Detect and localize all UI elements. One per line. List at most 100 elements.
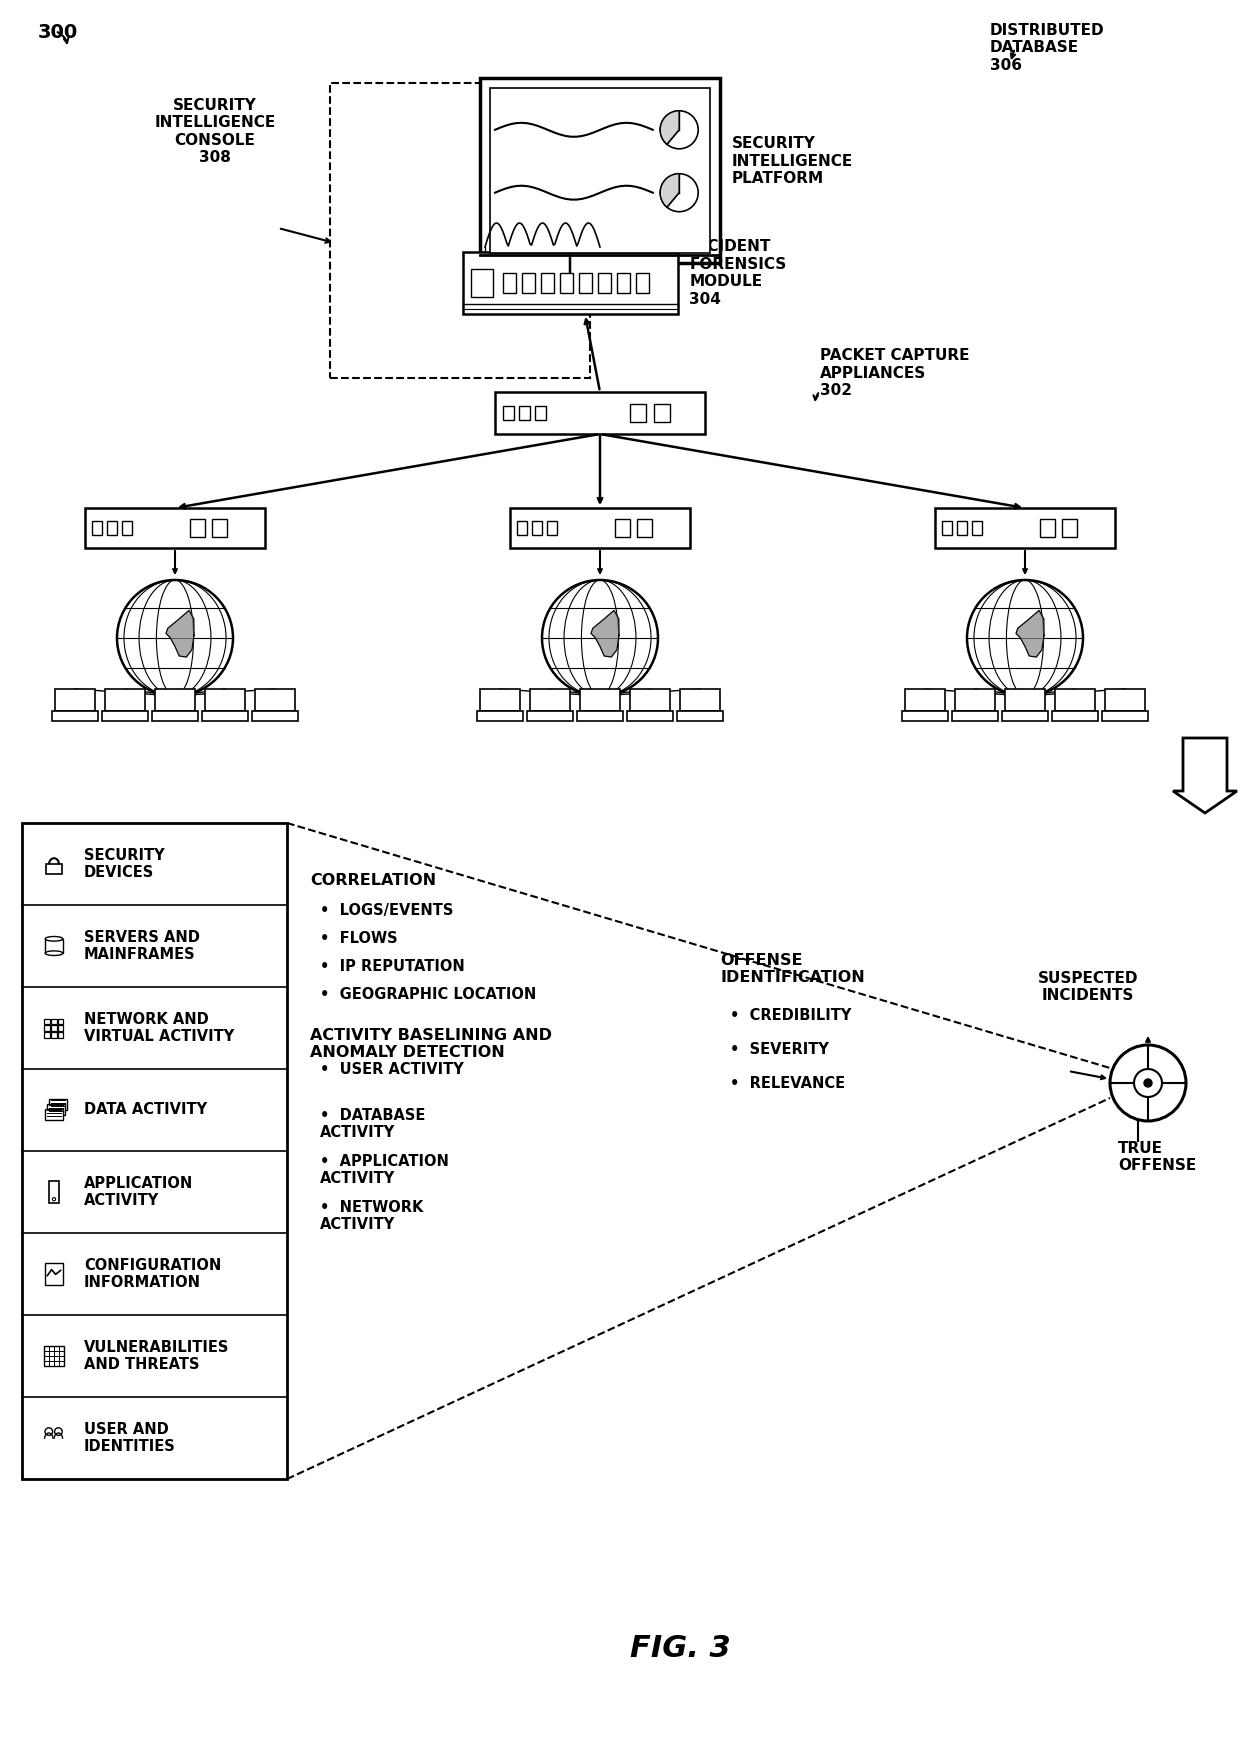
Bar <box>901 711 949 722</box>
Bar <box>677 711 723 722</box>
Text: FIG. 3: FIG. 3 <box>630 1633 730 1663</box>
Text: VULNERABILITIES
AND THREATS: VULNERABILITIES AND THREATS <box>84 1340 229 1372</box>
Bar <box>107 521 117 535</box>
Bar <box>547 521 557 535</box>
Circle shape <box>660 174 698 211</box>
Bar <box>490 87 711 253</box>
Circle shape <box>45 1428 52 1436</box>
Bar <box>527 711 573 722</box>
Bar <box>463 253 677 314</box>
Bar <box>1105 688 1145 711</box>
Bar <box>212 519 227 537</box>
Bar <box>105 688 145 711</box>
Circle shape <box>1145 1079 1152 1088</box>
Bar <box>51 1018 57 1025</box>
Bar <box>252 711 298 722</box>
Bar <box>45 1109 63 1119</box>
Bar <box>55 688 95 711</box>
Text: •  CREDIBILITY: • CREDIBILITY <box>730 1007 852 1023</box>
Bar <box>1040 519 1055 537</box>
Text: OFFENSE
IDENTIFICATION: OFFENSE IDENTIFICATION <box>720 953 864 985</box>
Text: •  GEOGRAPHIC LOCATION: • GEOGRAPHIC LOCATION <box>320 987 536 1002</box>
Polygon shape <box>1173 737 1238 812</box>
Bar <box>47 1105 64 1114</box>
Text: TRUE
OFFENSE: TRUE OFFENSE <box>1118 1142 1197 1173</box>
Bar <box>529 688 570 711</box>
Bar <box>510 507 689 547</box>
Bar <box>205 688 246 711</box>
Polygon shape <box>166 610 193 657</box>
Bar <box>52 711 98 722</box>
Bar <box>48 1182 60 1203</box>
Bar <box>46 865 62 875</box>
Bar <box>495 392 706 434</box>
Bar <box>653 404 670 422</box>
Bar <box>202 711 248 722</box>
Bar <box>330 84 590 378</box>
Text: SECURITY
INTELLIGENCE
CONSOLE
308: SECURITY INTELLIGENCE CONSOLE 308 <box>154 98 275 166</box>
Bar <box>637 519 652 537</box>
Text: DATA ACTIVITY: DATA ACTIVITY <box>84 1103 207 1117</box>
Bar <box>92 521 102 535</box>
Text: SUSPECTED
INCIDENTS: SUSPECTED INCIDENTS <box>1038 971 1138 1002</box>
Bar <box>45 1264 63 1285</box>
Bar <box>616 274 630 293</box>
Bar <box>1002 711 1048 722</box>
Text: •  RELEVANCE: • RELEVANCE <box>730 1075 846 1091</box>
Wedge shape <box>660 174 680 207</box>
Bar <box>942 521 952 535</box>
Polygon shape <box>591 610 619 657</box>
Text: SERVERS AND
MAINFRAMES: SERVERS AND MAINFRAMES <box>84 929 200 962</box>
Bar <box>577 711 622 722</box>
Bar <box>598 274 610 293</box>
Bar <box>51 1025 57 1032</box>
Bar <box>1061 519 1078 537</box>
Bar <box>630 688 670 711</box>
Bar <box>1004 688 1045 711</box>
Bar <box>503 406 515 420</box>
Text: USER AND
IDENTITIES: USER AND IDENTITIES <box>84 1422 176 1454</box>
Wedge shape <box>660 112 680 145</box>
Bar <box>122 521 131 535</box>
Bar <box>102 711 148 722</box>
Ellipse shape <box>45 952 63 955</box>
Text: •  DATABASE
ACTIVITY: • DATABASE ACTIVITY <box>320 1109 425 1140</box>
Polygon shape <box>1016 610 1044 657</box>
Text: •  NETWORK
ACTIVITY: • NETWORK ACTIVITY <box>320 1199 423 1232</box>
Bar <box>972 521 982 535</box>
Bar <box>51 1032 57 1039</box>
Text: DISTRIBUTED
DATABASE
306: DISTRIBUTED DATABASE 306 <box>990 23 1105 73</box>
Circle shape <box>117 580 233 695</box>
Circle shape <box>660 112 698 148</box>
Text: SECURITY
DEVICES: SECURITY DEVICES <box>84 847 165 880</box>
Bar <box>1052 711 1097 722</box>
Bar <box>539 291 660 303</box>
Bar <box>532 521 542 535</box>
Bar <box>255 688 295 711</box>
Text: NETWORK AND
VIRTUAL ACTIVITY: NETWORK AND VIRTUAL ACTIVITY <box>84 1011 234 1044</box>
Bar <box>955 688 994 711</box>
Text: •  LOGS/EVENTS: • LOGS/EVENTS <box>320 903 454 919</box>
Text: PACKET CAPTURE
APPLIANCES
302: PACKET CAPTURE APPLIANCES 302 <box>820 349 970 397</box>
Circle shape <box>542 580 658 695</box>
Bar <box>635 274 649 293</box>
Bar <box>86 507 265 547</box>
Text: 300: 300 <box>38 23 78 42</box>
Text: ACTIVITY BASELINING AND
ANOMALY DETECTION: ACTIVITY BASELINING AND ANOMALY DETECTIO… <box>310 1028 552 1060</box>
Bar <box>480 78 720 263</box>
Bar <box>534 406 546 420</box>
Bar <box>952 711 998 722</box>
Bar <box>627 711 673 722</box>
Circle shape <box>967 580 1083 695</box>
Bar <box>1055 688 1095 711</box>
Text: •  IP REPUTATION: • IP REPUTATION <box>320 959 465 974</box>
Bar <box>190 519 205 537</box>
Text: CORRELATION: CORRELATION <box>310 873 436 887</box>
Bar <box>520 406 529 420</box>
Bar <box>57 1025 63 1032</box>
Text: CONFIGURATION
INFORMATION: CONFIGURATION INFORMATION <box>84 1258 221 1290</box>
Bar <box>155 688 195 711</box>
Circle shape <box>1110 1046 1185 1121</box>
Circle shape <box>55 1428 62 1436</box>
Bar <box>477 711 523 722</box>
